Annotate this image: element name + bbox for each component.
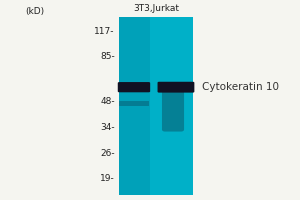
Text: 3T3,Jurkat: 3T3,Jurkat xyxy=(133,4,179,13)
Text: 48-: 48- xyxy=(100,97,115,106)
Text: 117-: 117- xyxy=(94,27,115,36)
Text: 26-: 26- xyxy=(100,149,115,158)
Text: 34-: 34- xyxy=(100,123,115,132)
FancyBboxPatch shape xyxy=(158,82,194,93)
Bar xyxy=(119,17,193,195)
Text: 85-: 85- xyxy=(100,52,115,61)
Bar xyxy=(119,17,150,195)
Text: 19-: 19- xyxy=(100,174,115,183)
Text: Cytokeratin 10: Cytokeratin 10 xyxy=(202,82,279,92)
FancyBboxPatch shape xyxy=(162,89,184,132)
Text: (kD): (kD) xyxy=(25,7,44,16)
FancyBboxPatch shape xyxy=(118,82,150,92)
Bar xyxy=(119,101,149,106)
